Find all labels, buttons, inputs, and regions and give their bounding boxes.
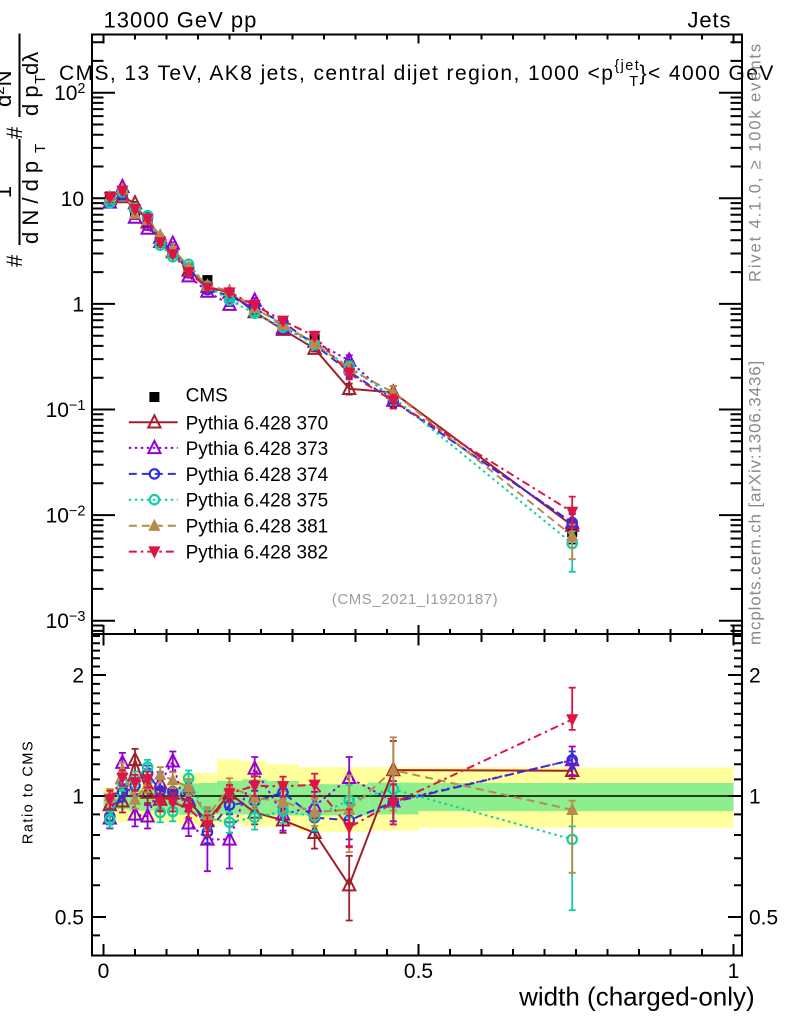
svg-text:Pythia 6.428 381: Pythia 6.428 381 (186, 517, 329, 538)
svg-text:dλ: dλ (18, 52, 43, 75)
svg-text:2: 2 (749, 665, 761, 688)
svg-text:2: 2 (72, 665, 84, 688)
svg-text:Pythia 6.428 374: Pythia 6.428 374 (186, 465, 329, 486)
svg-text:d p: d p (18, 85, 43, 116)
svg-text:d N / d p: d N / d p (18, 161, 43, 244)
svg-text:Pythia 6.428 373: Pythia 6.428 373 (186, 439, 329, 460)
svg-text:T: T (32, 75, 49, 84)
svg-text:0.5: 0.5 (55, 907, 84, 930)
svg-text:Pythia 6.428 375: Pythia 6.428 375 (186, 491, 329, 512)
svg-text:#: # (2, 254, 27, 267)
svg-text:Rivet 4.1.0, ≥ 100k events: Rivet 4.1.0, ≥ 100k events (747, 42, 765, 282)
svg-text:(CMS_2021_I1920187): (CMS_2021_I1920187) (332, 591, 498, 608)
svg-text:0: 0 (98, 960, 110, 983)
svg-text:1: 1 (72, 293, 84, 316)
svg-text:Pythia 6.428 370: Pythia 6.428 370 (186, 413, 329, 434)
svg-text:0.5: 0.5 (404, 960, 433, 983)
svg-text:10: 10 (61, 188, 84, 211)
svg-text:Ratio to CMS: Ratio to CMS (21, 740, 37, 844)
svg-text:Pythia 6.428 382: Pythia 6.428 382 (186, 543, 329, 564)
svg-text:0.5: 0.5 (749, 907, 778, 930)
svg-text:10−3: 10−3 (46, 609, 86, 633)
svg-text:1: 1 (0, 186, 16, 198)
svg-text:CMS: CMS (186, 386, 228, 407)
svg-text:width (charged-only): width (charged-only) (518, 982, 755, 1012)
svg-text:#: # (2, 126, 27, 139)
svg-text:mcplots.cern.ch [arXiv:1306.34: mcplots.cern.ch [arXiv:1306.3436] (746, 360, 765, 645)
svg-text:1: 1 (728, 960, 740, 983)
svg-text:1: 1 (749, 786, 761, 809)
svg-text:CMS, 13 TeV, AK8 jets, central: CMS, 13 TeV, AK8 jets, central dijet reg… (59, 58, 775, 90)
svg-text:13000 GeV pp: 13000 GeV pp (104, 7, 258, 32)
svg-text:T: T (32, 144, 49, 153)
svg-text:Jets: Jets (688, 7, 732, 32)
svg-text:1: 1 (72, 786, 84, 809)
